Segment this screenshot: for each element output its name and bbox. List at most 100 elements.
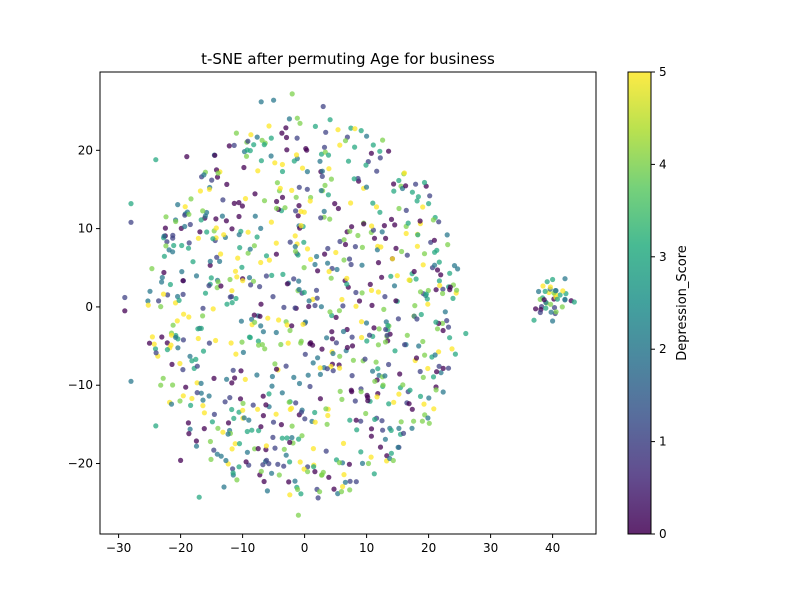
scatter-point — [301, 265, 307, 271]
scatter-point — [341, 257, 347, 263]
scatter-point — [275, 461, 281, 467]
scatter-point — [323, 129, 329, 135]
scatter-point — [296, 380, 303, 387]
scatter-point — [258, 99, 264, 105]
colorbar-label: Depression_Score — [675, 245, 690, 361]
scatter-point — [368, 150, 374, 156]
scatter-point — [550, 276, 556, 283]
scatter-point — [434, 369, 440, 375]
scatter-point — [209, 177, 215, 183]
scatter-point — [211, 411, 217, 417]
scatter-point — [339, 396, 345, 402]
scatter-point — [234, 274, 240, 280]
scatter-point — [375, 366, 381, 372]
scatter-point — [182, 223, 188, 230]
scatter-point — [349, 343, 356, 349]
scatter-point — [391, 188, 397, 194]
scatter-point — [367, 281, 373, 287]
scatter-point — [420, 262, 426, 268]
scatter-point — [221, 484, 227, 490]
scatter-point — [331, 486, 337, 492]
scatter-point — [198, 380, 204, 386]
scatter-point — [291, 276, 297, 282]
scatter-point — [335, 127, 341, 133]
scatter-point — [260, 413, 266, 419]
scatter-point — [206, 186, 212, 192]
scatter-point — [347, 487, 353, 493]
scatter-point — [260, 462, 266, 468]
scatter-point — [554, 296, 561, 302]
scatter-point — [232, 268, 239, 274]
scatter-point — [562, 296, 568, 302]
scatter-point — [200, 305, 206, 311]
scatter-point — [325, 245, 331, 252]
scatter-point — [444, 318, 450, 324]
scatter-point — [318, 151, 325, 157]
scatter-point — [255, 406, 261, 412]
scatter-point — [359, 262, 365, 268]
scatter-point — [183, 384, 189, 390]
scatter-point — [153, 157, 159, 163]
scatter-point — [409, 425, 415, 431]
scatter-point — [548, 301, 554, 307]
scatter-point — [269, 470, 275, 476]
scatter-point — [283, 363, 289, 369]
scatter-point — [333, 314, 339, 320]
scatter-point — [301, 239, 307, 245]
scatter-point — [193, 356, 199, 362]
scatter-point — [239, 203, 245, 209]
scatter-point — [319, 346, 325, 352]
scatter-point — [371, 471, 377, 477]
scatter-point — [337, 353, 343, 359]
scatter-point — [315, 355, 321, 361]
scatter-point — [536, 288, 542, 295]
scatter-point — [369, 302, 375, 308]
scatter-point — [314, 253, 320, 260]
scatter-point — [274, 198, 280, 205]
scatter-point — [246, 417, 252, 423]
scatter-point — [237, 245, 243, 251]
scatter-point — [223, 218, 229, 224]
scatter-point — [359, 334, 365, 341]
scatter-point — [366, 332, 373, 338]
scatter-point — [254, 134, 260, 140]
scatter-point — [210, 306, 216, 312]
scatter-point — [325, 192, 331, 198]
scatter-point — [128, 219, 134, 225]
scatter-point — [374, 168, 380, 174]
scatter-point — [276, 317, 282, 323]
scatter-point — [364, 338, 370, 344]
scatter-point — [220, 197, 226, 203]
scatter-point — [273, 251, 279, 257]
scatter-point — [295, 252, 301, 258]
scatter-point — [200, 208, 206, 214]
scatter-point — [258, 158, 264, 164]
scatter-point — [537, 309, 543, 316]
scatter-point — [296, 436, 302, 442]
scatter-point — [301, 289, 307, 295]
scatter-point — [330, 368, 336, 374]
scatter-point — [198, 325, 204, 331]
scatter-point — [440, 290, 446, 297]
scatter-point — [315, 495, 321, 501]
scatter-point — [156, 298, 162, 304]
scatter-point — [430, 374, 437, 380]
scatter-point — [189, 358, 195, 364]
scatter-point — [273, 205, 280, 211]
scatter-point — [217, 258, 223, 264]
scatter-point — [395, 316, 401, 322]
scatter-point — [302, 351, 308, 357]
scatter-point — [261, 478, 267, 485]
scatter-point — [202, 290, 209, 296]
scatter-point — [450, 295, 456, 301]
scatter-point — [236, 441, 243, 447]
scatter-point — [258, 323, 264, 329]
scatter-point — [299, 165, 306, 171]
scatter-point — [279, 130, 285, 136]
scatter-point — [326, 268, 332, 275]
scatter-point — [287, 239, 293, 245]
scatter-point — [431, 237, 437, 243]
scatter-point — [166, 247, 172, 253]
scatter-point — [340, 484, 346, 490]
scatter-point — [247, 334, 253, 341]
